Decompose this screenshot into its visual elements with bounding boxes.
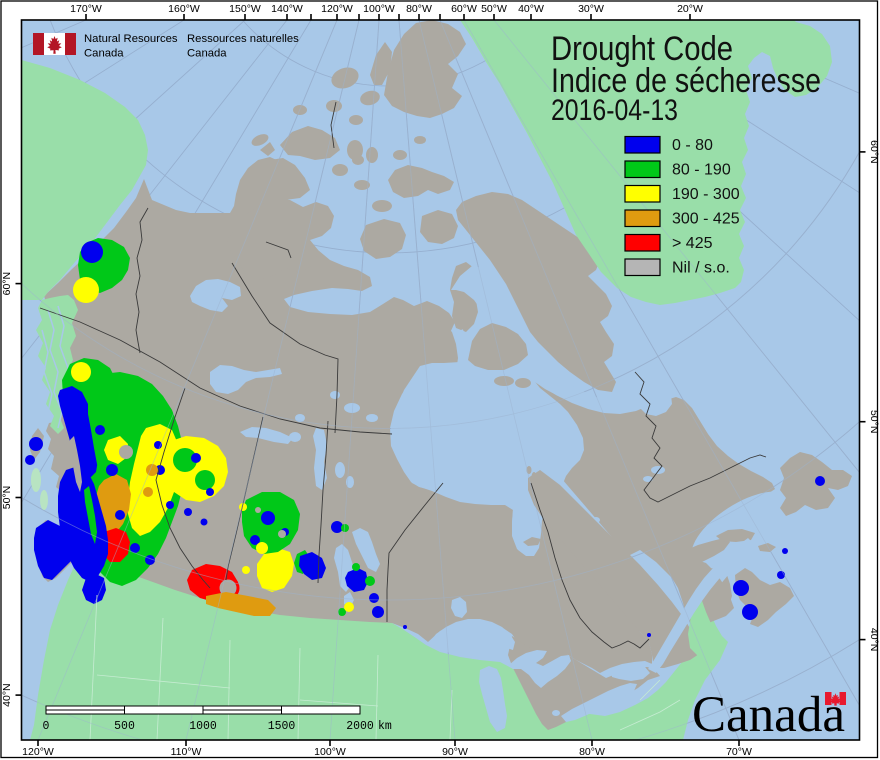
svg-text:60°W: 60°W <box>451 3 477 15</box>
svg-text:> 425: > 425 <box>672 235 713 252</box>
svg-text:Drought Code: Drought Code <box>551 30 733 68</box>
svg-text:150°W: 150°W <box>229 3 261 15</box>
svg-text:70°W: 70°W <box>726 746 752 758</box>
svg-text:190 - 300: 190 - 300 <box>672 186 740 203</box>
svg-text:60°N: 60°N <box>1 272 13 295</box>
svg-text:140°W: 140°W <box>271 3 303 15</box>
svg-text:Nil / s.o.: Nil / s.o. <box>672 260 730 277</box>
svg-text:0 - 80: 0 - 80 <box>672 137 713 154</box>
svg-text:50°N: 50°N <box>868 410 880 433</box>
svg-text:Canada: Canada <box>84 48 124 60</box>
svg-text:120°W: 120°W <box>22 746 54 758</box>
svg-text:80°W: 80°W <box>406 3 432 15</box>
svg-text:1500: 1500 <box>268 720 296 733</box>
svg-text:Canada: Canada <box>187 48 227 60</box>
svg-text:Natural Resources: Natural Resources <box>84 33 178 45</box>
svg-text:1000: 1000 <box>189 720 217 733</box>
svg-text:2000: 2000 <box>346 720 374 733</box>
svg-text:2016-04-13: 2016-04-13 <box>551 94 678 127</box>
svg-text:50°N: 50°N <box>1 486 13 509</box>
svg-text:20°W: 20°W <box>677 3 703 15</box>
svg-text:km: km <box>378 720 392 733</box>
svg-text:40°N: 40°N <box>868 628 880 651</box>
svg-text:40°W: 40°W <box>518 3 544 15</box>
svg-text:170°W: 170°W <box>70 3 102 15</box>
svg-text:60°N: 60°N <box>868 140 880 163</box>
svg-text:120°W: 120°W <box>321 3 353 15</box>
svg-text:300 - 425: 300 - 425 <box>672 211 740 228</box>
svg-text:500: 500 <box>114 720 135 733</box>
svg-text:Ressources naturelles: Ressources naturelles <box>187 33 299 45</box>
svg-text:100°W: 100°W <box>363 3 395 15</box>
svg-text:Canada: Canada <box>692 687 845 743</box>
svg-text:100°W: 100°W <box>314 746 346 758</box>
svg-text:Indice de sécheresse: Indice de sécheresse <box>551 62 821 100</box>
svg-text:110°W: 110°W <box>171 746 202 758</box>
svg-text:80°W: 80°W <box>579 746 605 758</box>
svg-text:80 - 190: 80 - 190 <box>672 162 731 179</box>
svg-text:90°W: 90°W <box>442 746 468 758</box>
svg-text:30°W: 30°W <box>578 3 604 15</box>
svg-text:40°N: 40°N <box>1 683 13 706</box>
svg-text:50°W: 50°W <box>481 3 507 15</box>
svg-text:160°W: 160°W <box>168 3 200 15</box>
svg-text:0: 0 <box>43 720 50 733</box>
